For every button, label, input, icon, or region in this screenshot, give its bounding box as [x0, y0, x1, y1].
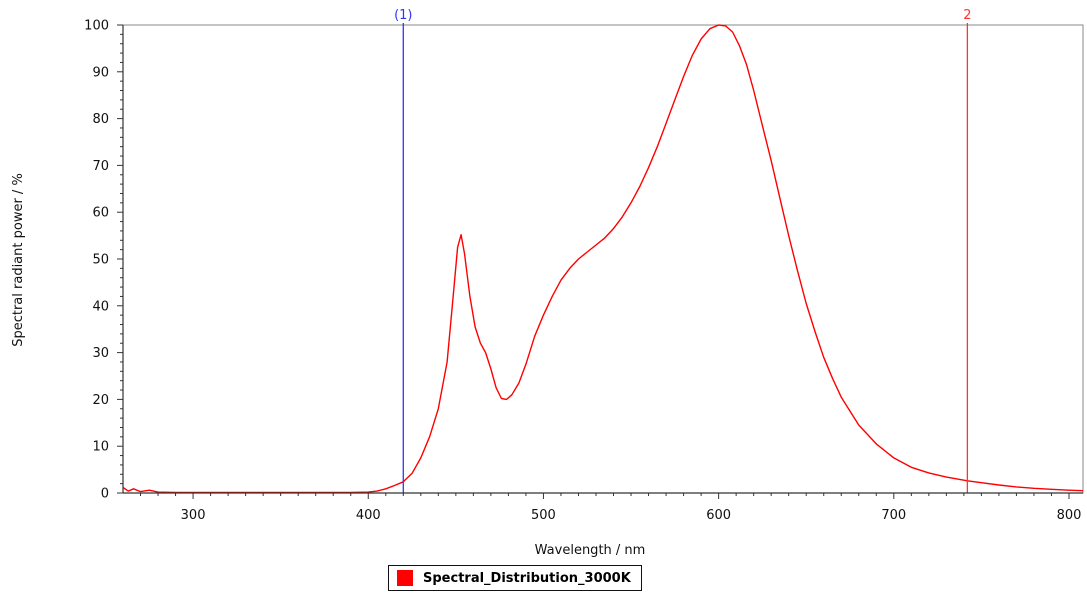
- y-tick-label: 10: [92, 440, 109, 455]
- marker-label: (1): [394, 8, 412, 23]
- y-tick-label: 100: [84, 19, 109, 34]
- plot-area: [123, 25, 1083, 493]
- x-axis-title: Wavelength / nm: [535, 543, 646, 558]
- y-tick-label: 90: [92, 65, 109, 80]
- x-tick-label: 600: [706, 508, 731, 523]
- y-tick-label: 20: [92, 393, 109, 408]
- y-axis-title: Spectral radiant power / %: [11, 173, 26, 347]
- y-tick-label: 70: [92, 159, 109, 174]
- y-tick-label: 40: [92, 299, 109, 314]
- marker-layer: (1) 2: [394, 8, 972, 493]
- y-tick-label: 0: [101, 487, 109, 502]
- chart-svg: (1) 2 0 10 20 30 40 50 60 70 80 90 100 300 400 500 600 7…: [11, 8, 1084, 558]
- x-tick-label: 300: [181, 508, 206, 523]
- x-tick-label: 400: [356, 508, 381, 523]
- plot-frame: [122, 24, 1084, 494]
- y-tick-label: 30: [92, 346, 109, 361]
- legend-swatch: [397, 570, 413, 586]
- x-tick-label: 800: [1057, 508, 1082, 523]
- y-tick-label: 60: [92, 206, 109, 221]
- legend: Spectral_Distribution_3000K: [388, 565, 642, 591]
- y-tick-label: 50: [92, 253, 109, 268]
- series-layer: [122, 24, 1084, 494]
- axis-layer: 0 10 20 30 40 50 60 70 80 90 100 300 400 500 600 700 800: [84, 19, 1083, 523]
- x-tick-label: 500: [531, 508, 556, 523]
- y-tick-label: 80: [92, 112, 109, 127]
- legend-label: Spectral_Distribution_3000K: [423, 570, 631, 586]
- x-tick-label: 700: [881, 508, 906, 523]
- series-line: [122, 24, 1084, 494]
- marker-label: 2: [963, 8, 971, 23]
